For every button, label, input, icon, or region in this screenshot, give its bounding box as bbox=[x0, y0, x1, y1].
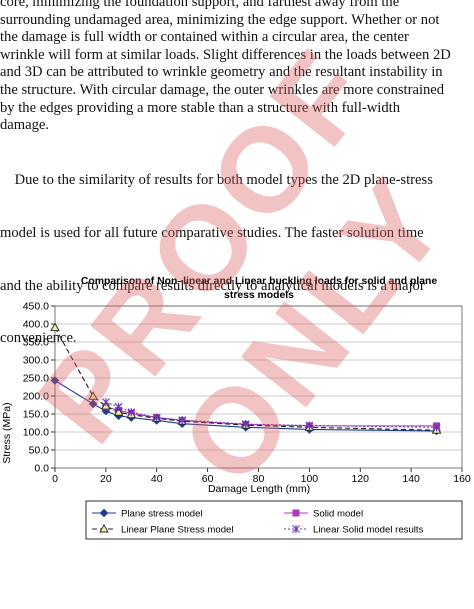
body-text: core, minimizing the foundation support,… bbox=[0, 0, 474, 383]
y-tick-label: 50.0 bbox=[29, 445, 50, 457]
data-point bbox=[114, 402, 123, 411]
data-point bbox=[113, 407, 124, 416]
data-point bbox=[305, 421, 314, 430]
x-tick-label: 0 bbox=[52, 473, 58, 485]
x-tick-label: 160 bbox=[453, 473, 471, 485]
x-tick-label: 40 bbox=[151, 473, 163, 485]
axes bbox=[51, 305, 463, 472]
legend-label: Solid model bbox=[313, 508, 363, 519]
x-tick-label: 60 bbox=[202, 473, 214, 485]
x-axis-label: Damage Length (mm) bbox=[208, 483, 310, 495]
x-tick-label: 80 bbox=[253, 473, 265, 485]
data-point bbox=[88, 391, 98, 400]
plot-area-frame bbox=[54, 305, 463, 469]
legend-marker bbox=[292, 525, 300, 533]
y-tick-label: 450.0 bbox=[23, 301, 49, 313]
series-3 bbox=[101, 398, 441, 432]
text-line: surrounding undamaged area, minimizing t… bbox=[0, 11, 440, 28]
data-point bbox=[50, 376, 60, 385]
chart-title-line-1: Comparison of Non–linear and Linear buck… bbox=[81, 276, 437, 287]
legend-entry: Solid model bbox=[284, 508, 363, 519]
legend-label: Plane stress model bbox=[121, 508, 203, 519]
data-point bbox=[88, 399, 98, 409]
y-tick-label: 200.0 bbox=[23, 391, 49, 403]
series-line bbox=[54, 380, 437, 432]
paragraph-2: Due to the similarity of results for bot… bbox=[0, 137, 474, 383]
data-point bbox=[152, 413, 161, 422]
text-line: damage. bbox=[0, 117, 50, 134]
data-point bbox=[50, 322, 60, 332]
x-tick-label: 140 bbox=[402, 473, 420, 485]
text-line: the structure. With circular damage, the… bbox=[0, 81, 445, 98]
legend-marker bbox=[99, 508, 109, 518]
y-tick-label: 300.0 bbox=[23, 355, 49, 367]
legend-label: Linear Plane Stress model bbox=[121, 524, 234, 535]
y-tick-label: 250.0 bbox=[23, 373, 49, 385]
data-series bbox=[50, 322, 442, 436]
text-line: wrinkle will form at similar loads. Slig… bbox=[0, 46, 451, 63]
text-line: core, minimizing the foundation support,… bbox=[0, 0, 400, 10]
y-tick-label: 0.0 bbox=[34, 463, 49, 475]
y-tick-label: 400.0 bbox=[23, 319, 49, 331]
y-tick-label: 350.0 bbox=[23, 337, 49, 349]
buckling-load-chart: Comparison of Non–linear and Linear buck… bbox=[1, 276, 471, 540]
x-tick-labels: 0 20 40 60 80 100 120 140 160 bbox=[52, 473, 471, 485]
gridlines bbox=[55, 305, 462, 451]
series-line bbox=[54, 327, 437, 431]
paragraph-1: core, minimizing the foundation support,… bbox=[0, 0, 474, 135]
legend-label: Linear Solid model results bbox=[313, 524, 424, 535]
y-tick-label: 100.0 bbox=[23, 427, 49, 439]
chart-title-line-2: stress models bbox=[224, 290, 294, 301]
y-axis-label: Stress (MPa) bbox=[1, 402, 13, 463]
data-point bbox=[127, 408, 136, 417]
legend: Plane stress model Solid model Linear Plan… bbox=[85, 500, 463, 540]
data-point bbox=[178, 416, 187, 425]
data-point bbox=[432, 423, 441, 432]
text-line: and 3D can be attributed to wrinkle geom… bbox=[0, 64, 443, 81]
x-tick-label: 100 bbox=[301, 473, 319, 485]
x-tick-label: 120 bbox=[351, 473, 369, 485]
text-line: the damage is full width or contained wi… bbox=[0, 29, 409, 46]
y-tick-label: 150.0 bbox=[23, 409, 49, 421]
legend-marker bbox=[99, 523, 109, 533]
text-line: and the ability to compare results direc… bbox=[0, 277, 425, 294]
legend-entry: Linear Plane Stress model bbox=[92, 523, 234, 535]
text-line: Due to the similarity of results for bot… bbox=[0, 171, 433, 188]
legend-entry: Plane stress model bbox=[92, 508, 203, 519]
legend-box bbox=[85, 500, 463, 540]
y-tick-labels: 0.0 50.0 100.0 150.0 200.0 250.0 300.0 350.0 400… bbox=[23, 301, 49, 475]
data-point bbox=[101, 398, 110, 407]
text-line: by the edges providing a more stable tha… bbox=[0, 99, 401, 116]
x-tick-label: 20 bbox=[100, 473, 112, 485]
data-point bbox=[241, 420, 250, 429]
legend-marker bbox=[292, 509, 300, 517]
legend-entry: Linear Solid model results bbox=[284, 524, 424, 535]
text-line: model is used for all future comparative… bbox=[0, 224, 424, 241]
